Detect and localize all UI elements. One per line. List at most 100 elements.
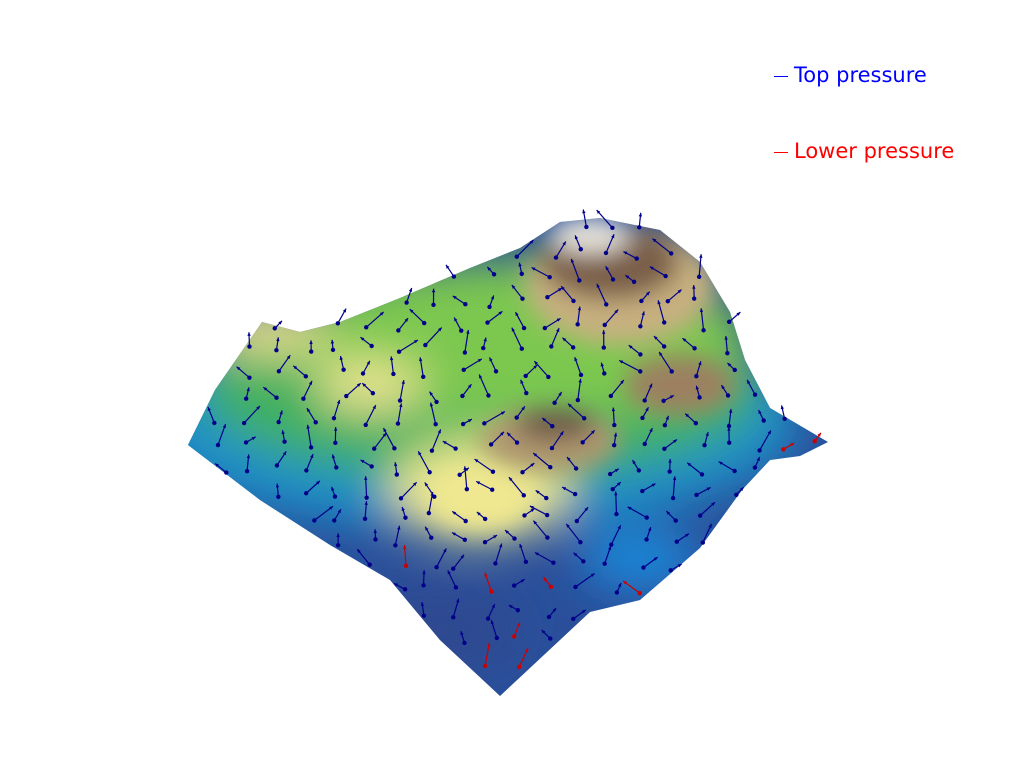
arrow-head	[424, 482, 429, 487]
vector-base	[403, 515, 408, 520]
arrow-head	[596, 209, 601, 214]
vector-base	[614, 511, 619, 517]
arrow-head	[331, 486, 335, 491]
vector-arrow	[511, 327, 523, 349]
vector-base	[549, 445, 555, 451]
vector-base	[639, 298, 644, 304]
arrow-head	[617, 525, 621, 530]
vector-arrow	[430, 402, 437, 425]
vector-base	[546, 374, 551, 380]
arrow-head	[339, 356, 343, 360]
vector-base	[421, 613, 427, 618]
vector-base	[640, 488, 645, 494]
vector-base	[373, 537, 378, 542]
vector-base	[396, 349, 402, 354]
arrow-head	[431, 288, 436, 293]
arrow-head	[699, 308, 704, 313]
arrow-head	[623, 580, 627, 585]
vector-base	[313, 420, 318, 425]
vector-base	[490, 487, 495, 492]
arrow-head	[309, 340, 313, 344]
vector-base	[282, 439, 287, 444]
arrow-head	[556, 328, 560, 333]
arrow-head	[574, 357, 578, 362]
arrow-head	[451, 532, 456, 536]
vector-base	[548, 636, 553, 641]
arrow-head	[479, 374, 483, 379]
vector-base	[725, 350, 730, 356]
arrow-head	[521, 406, 525, 411]
vector-base	[614, 590, 620, 595]
vector-base	[453, 446, 458, 451]
arrow-head	[648, 383, 653, 388]
arrow-head	[364, 476, 368, 480]
arrow-head	[611, 234, 615, 239]
vector-base	[489, 589, 494, 594]
arrow-head	[581, 609, 586, 614]
arrow-icon	[774, 75, 788, 77]
vector-base	[330, 347, 336, 353]
arrow-head	[329, 506, 333, 510]
vector-base	[344, 393, 349, 399]
arrow-head	[706, 487, 711, 491]
vector-base	[429, 535, 434, 540]
vector-base	[247, 375, 252, 380]
vector-base	[422, 320, 427, 326]
vector-arrow	[464, 466, 468, 490]
arrow-head	[463, 466, 467, 471]
vector-base	[514, 254, 519, 259]
arrow-head	[401, 506, 405, 511]
arrow-head	[767, 430, 771, 435]
arrow-head	[632, 460, 636, 465]
vector-base	[303, 491, 309, 496]
arrow-head	[490, 620, 495, 625]
vector-base	[433, 422, 438, 427]
arrow-head	[535, 490, 540, 494]
vector-base	[462, 350, 468, 355]
vector-base	[757, 448, 762, 453]
arrow-head	[430, 492, 434, 496]
arrow-head	[336, 399, 341, 404]
legend-label: Top pressure	[794, 63, 927, 87]
arrow-head	[491, 604, 495, 609]
arrow-head	[429, 402, 434, 407]
terrain-surface	[188, 218, 828, 696]
arrow-head	[476, 481, 481, 485]
vector-base	[482, 421, 487, 426]
vector-base	[423, 342, 428, 348]
vector-base	[581, 416, 587, 421]
vector-base	[402, 587, 408, 592]
vector-base	[644, 515, 649, 520]
vector-base	[523, 559, 529, 565]
arrow-head	[456, 598, 460, 603]
vector-base	[247, 344, 252, 349]
arrow-head	[418, 451, 422, 456]
vector-base	[403, 563, 409, 569]
vector-arrow	[575, 572, 595, 588]
vector-base	[580, 440, 585, 445]
vector-base	[482, 663, 488, 668]
vector-base	[667, 469, 672, 474]
arrow-head	[397, 525, 401, 530]
arrow-head	[556, 318, 561, 322]
vector-base	[636, 468, 642, 473]
arrow-head	[677, 564, 682, 568]
vector-base	[215, 442, 221, 448]
arrow-head	[419, 357, 423, 362]
arrow-head	[364, 501, 368, 505]
vector-base	[396, 328, 401, 333]
vector-base	[369, 464, 374, 469]
vector-base	[674, 539, 679, 544]
arrow-head	[467, 384, 472, 389]
vector-base	[699, 472, 705, 477]
arrow-head	[516, 622, 520, 627]
arrow-head	[534, 361, 539, 365]
vector-base	[642, 441, 647, 447]
arrow-head	[308, 380, 313, 385]
arrow-head	[425, 526, 429, 531]
vector-base	[669, 369, 674, 374]
arrow-head	[665, 415, 669, 420]
vector-arrow	[657, 300, 665, 323]
vector-arrow	[570, 258, 580, 281]
